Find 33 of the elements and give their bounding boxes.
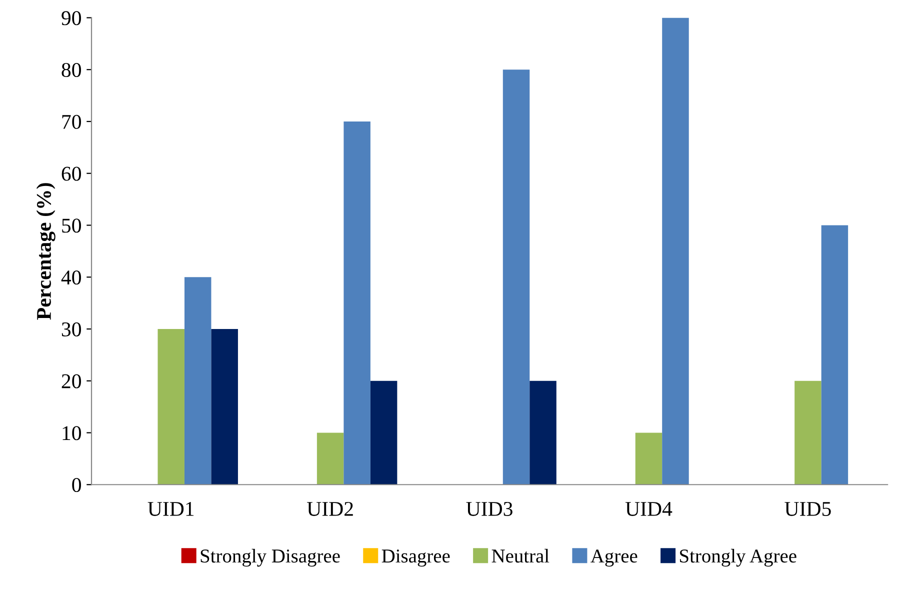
y-tick-label: 50 bbox=[62, 218, 81, 233]
y-tick-label: 90 bbox=[62, 11, 81, 26]
bar bbox=[158, 328, 184, 485]
bar bbox=[184, 277, 212, 485]
legend-label: Neutral bbox=[492, 548, 550, 563]
y-axis-title: Percentage (%) bbox=[36, 183, 56, 320]
legend-label: Strongly Disagree bbox=[200, 548, 340, 567]
y-tick-label: 0 bbox=[72, 478, 81, 492]
bar bbox=[530, 380, 556, 485]
bar bbox=[821, 225, 848, 485]
legend-label: Strongly Agree bbox=[680, 548, 796, 567]
x-tick-label: UID3 bbox=[466, 502, 512, 516]
y-tick-label: 20 bbox=[62, 374, 81, 388]
y-tick-label: 40 bbox=[61, 270, 81, 285]
y-tick-label: 80 bbox=[62, 62, 81, 78]
bar bbox=[662, 18, 689, 485]
bar bbox=[502, 70, 530, 485]
x-tick-label: UID4 bbox=[625, 502, 672, 516]
x-tick-label: UID1 bbox=[148, 502, 194, 516]
bar bbox=[316, 432, 344, 485]
y-tick-label: 10 bbox=[62, 426, 81, 440]
x-tick-label: UID5 bbox=[784, 502, 831, 516]
y-tick-label: 60 bbox=[62, 166, 81, 181]
legend-label: Disagree bbox=[382, 550, 450, 567]
bar bbox=[211, 328, 238, 485]
bar bbox=[344, 121, 370, 485]
x-tick-label: UID2 bbox=[307, 502, 353, 516]
legend-label: Agree bbox=[590, 550, 638, 567]
bar bbox=[794, 380, 822, 485]
bar bbox=[370, 380, 398, 485]
y-tick-label: 70 bbox=[62, 114, 81, 129]
bar bbox=[635, 432, 662, 485]
y-tick-label: 30 bbox=[62, 322, 81, 336]
